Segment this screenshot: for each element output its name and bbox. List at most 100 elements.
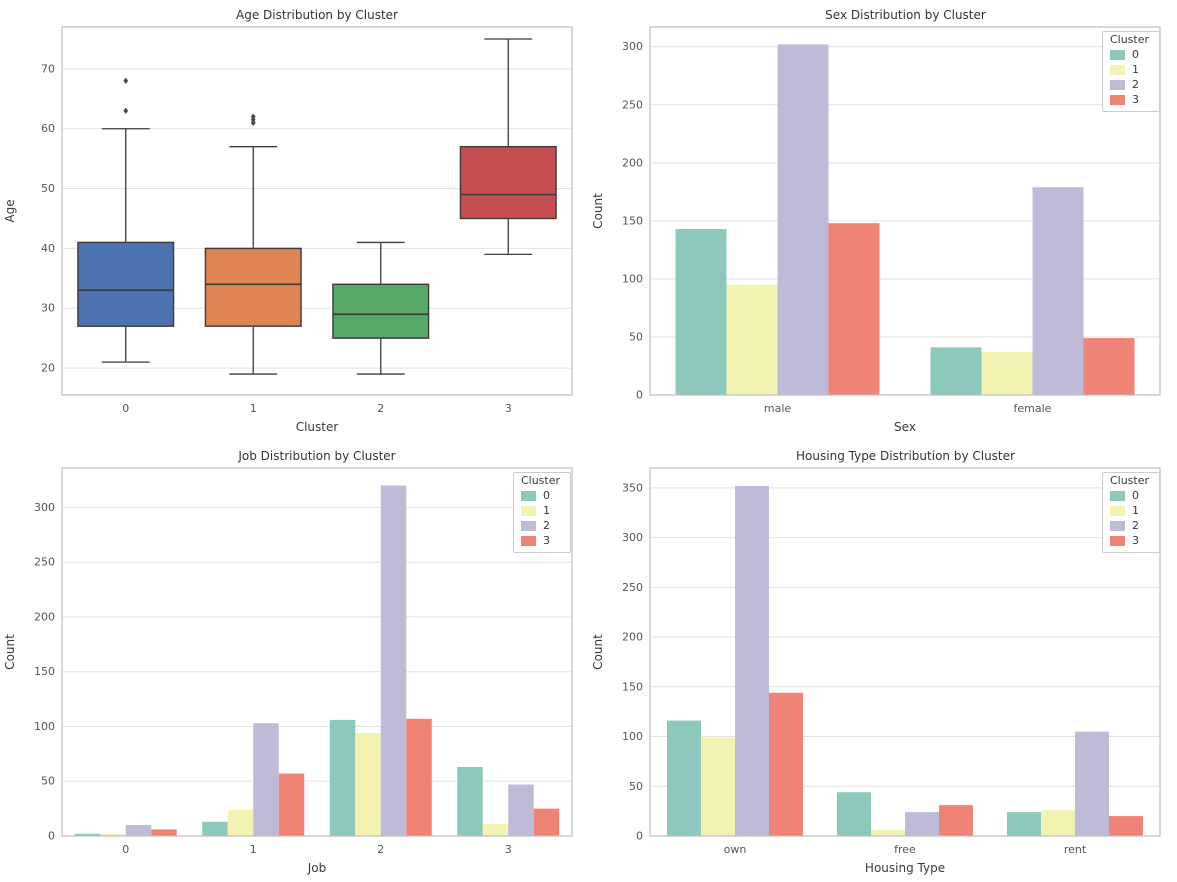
y-tick-label: 150	[622, 214, 643, 227]
y-tick-label: 20	[41, 362, 55, 375]
x-tick-label: 2	[377, 843, 384, 856]
y-axis-label: Count	[3, 634, 17, 670]
chart-title: Housing Type Distribution by Cluster	[796, 449, 1015, 463]
bar-cluster-1	[227, 809, 254, 836]
legend-label: 1	[542, 504, 550, 517]
legend-entry: 0	[520, 488, 560, 503]
sex-barchart-svg: 0 50 100 150 200 250 300 male female Sex Count	[591, 26, 1161, 434]
y-axis-label: Count	[591, 193, 605, 229]
bar-cluster-3	[1109, 816, 1143, 836]
legend-entry: 2	[1109, 77, 1149, 92]
bar-cluster-2	[1032, 187, 1084, 395]
x-tick-label: 0	[122, 843, 129, 856]
plot-frame	[61, 467, 573, 837]
legend-swatch	[1109, 94, 1125, 105]
bar-cluster-0	[329, 719, 356, 836]
bar-cluster-3	[828, 223, 880, 395]
x-tick-label: 3	[505, 843, 512, 856]
bar-cluster-1	[726, 284, 778, 395]
bar-cluster-3	[278, 773, 305, 836]
y-tick-label: 100	[34, 720, 55, 733]
legend-entry: 3	[1109, 533, 1149, 548]
bar-cluster-2	[253, 723, 279, 836]
legend-entry: 2	[1109, 518, 1149, 533]
y-tick-label: 300	[622, 531, 643, 544]
legend-label: 2	[1131, 78, 1139, 91]
legend-label: 3	[1131, 534, 1139, 547]
x-tick-label: 2	[377, 402, 384, 415]
x-axis-label: Housing Type	[865, 861, 945, 875]
bar-cluster-2	[735, 485, 769, 836]
legend-swatch	[1109, 490, 1125, 501]
bar-cluster-0	[74, 833, 101, 836]
legend-label: 2	[1131, 519, 1139, 532]
job-barchart-panel: Job Distribution by Cluster 0 50 100 150 200…	[0, 441, 588, 882]
y-tick-label: 100	[622, 730, 643, 743]
bar-cluster-1	[355, 733, 381, 836]
legend-title: Cluster	[520, 474, 560, 487]
plot-frame	[649, 467, 1161, 837]
bar-cluster-0	[202, 821, 228, 836]
legend-swatch	[1109, 520, 1125, 531]
legend-entry: 1	[1109, 62, 1149, 77]
legend-label: 2	[542, 519, 550, 532]
x-tick-label: own	[724, 843, 747, 856]
legend-entry: 0	[1109, 47, 1149, 62]
bar-cluster-2	[125, 825, 152, 836]
bar-cluster-2	[508, 784, 534, 836]
y-tick-label: 200	[622, 631, 643, 644]
legend-entry: 3	[1109, 92, 1149, 107]
x-tick-label: 3	[505, 402, 512, 415]
bar-cluster-0	[837, 792, 871, 836]
chart-title: Age Distribution by Cluster	[236, 8, 398, 22]
y-tick-label: 50	[629, 330, 643, 343]
legend-swatch	[520, 520, 536, 531]
box	[459, 145, 557, 220]
x-tick-label: 1	[250, 843, 257, 856]
legend-label: 1	[1131, 504, 1139, 517]
legend-swatch	[1109, 79, 1125, 90]
legend-label: 0	[1131, 48, 1139, 61]
x-tick-label: rent	[1064, 843, 1087, 856]
bar-cluster-0	[930, 347, 982, 395]
x-tick-label: 1	[250, 402, 257, 415]
housing-barchart-panel: Housing Type Distribution by Cluster 0 50…	[588, 441, 1177, 882]
y-tick-label: 250	[34, 556, 55, 569]
bar-cluster-3	[1083, 338, 1135, 395]
outlier-marker	[123, 77, 129, 85]
box	[332, 283, 430, 339]
legend-title: Cluster	[1109, 474, 1149, 487]
legend-entry: 1	[1109, 503, 1149, 518]
y-tick-label: 300	[34, 501, 55, 514]
job-barchart-svg: 0 50 100 150 200 250 300 0 1 2 3 Job Count	[3, 467, 573, 875]
box	[204, 247, 302, 327]
legend-swatch	[520, 490, 536, 501]
y-tick-label: 100	[622, 272, 643, 285]
y-tick-label: 0	[48, 830, 55, 843]
y-tick-label: 350	[622, 481, 643, 494]
y-tick-label: 60	[41, 122, 55, 135]
plot-frame	[61, 26, 573, 396]
legend-entry: 2	[520, 518, 560, 533]
bar-cluster-2	[905, 812, 939, 836]
y-tick-label: 150	[622, 680, 643, 693]
y-axis-label: Age	[3, 199, 17, 222]
legend-entry: 1	[520, 503, 560, 518]
legend-entry: 3	[520, 533, 560, 548]
y-tick-label: 0	[636, 830, 643, 843]
bar-cluster-0	[667, 720, 701, 836]
y-tick-label: 50	[629, 780, 643, 793]
bar-cluster-1	[871, 830, 905, 836]
x-tick-label: male	[764, 402, 792, 415]
outlier-marker	[123, 107, 129, 114]
bar-cluster-1	[482, 823, 509, 836]
x-axis-label: Sex	[894, 420, 916, 434]
bar-cluster-2	[380, 485, 407, 836]
bar-cluster-2	[1075, 731, 1109, 836]
x-axis-label: Cluster	[296, 420, 339, 434]
legend-swatch	[1109, 64, 1125, 75]
y-tick-label: 40	[41, 242, 55, 255]
x-tick-label: free	[894, 843, 916, 856]
x-axis-label: Job	[307, 861, 327, 875]
bar-cluster-3	[939, 805, 973, 836]
